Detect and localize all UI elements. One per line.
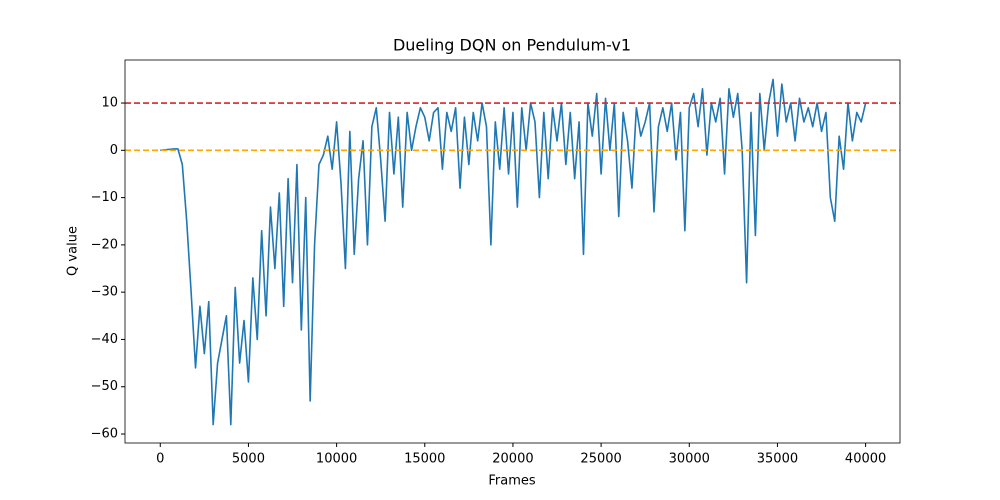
x-tick-label: 0 xyxy=(156,452,164,467)
plot-frame xyxy=(124,59,901,444)
x-tick-label: 20000 xyxy=(492,452,533,467)
x-tick-label: 5000 xyxy=(232,452,265,467)
x-axis-label: Frames xyxy=(488,474,536,489)
data-line xyxy=(160,78,867,426)
y-tick-label: 0 xyxy=(110,143,118,158)
y-tick-label: −30 xyxy=(91,285,118,300)
y-tick-label: −20 xyxy=(91,237,118,252)
y-tick-label: −50 xyxy=(91,379,118,394)
x-tick-label: 10000 xyxy=(316,452,357,467)
x-tick-label: 25000 xyxy=(580,452,621,467)
x-tick-label: 15000 xyxy=(404,452,445,467)
x-tick-label: 40000 xyxy=(845,452,886,467)
y-tick-label: 10 xyxy=(101,96,118,111)
y-tick-label: −60 xyxy=(91,427,118,442)
x-tick-label: 35000 xyxy=(757,452,798,467)
y-tick-label: −40 xyxy=(91,332,118,347)
y-axis-label: Q value xyxy=(66,226,81,276)
x-tick-label: 30000 xyxy=(669,452,710,467)
y-tick-label: −10 xyxy=(91,190,118,205)
chart-title: Dueling DQN on Pendulum-v1 xyxy=(393,36,631,55)
